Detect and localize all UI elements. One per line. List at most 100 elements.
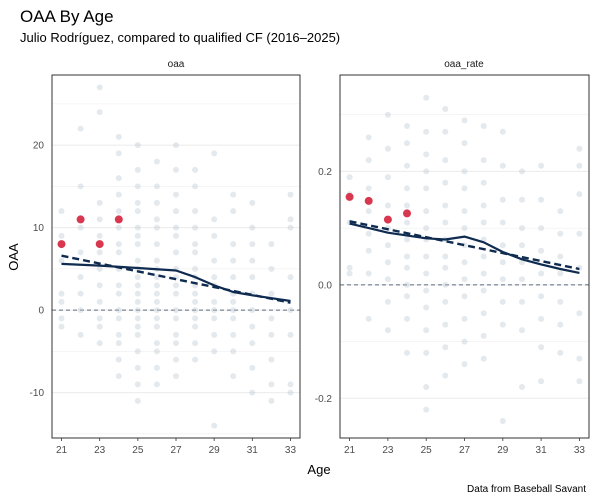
league-point (287, 389, 294, 396)
league-point (96, 232, 103, 239)
y-tick-label: 0 (38, 306, 44, 317)
league-point (173, 373, 179, 380)
league-point (153, 158, 160, 165)
league-point (442, 264, 449, 271)
x-tick-label: 27 (170, 445, 182, 456)
league-point (249, 199, 256, 206)
league-point (423, 270, 430, 277)
y-tick-label: 0.0 (318, 280, 332, 291)
league-point (173, 249, 179, 256)
league-point (461, 140, 468, 147)
league-point (404, 349, 410, 356)
league-point (461, 315, 468, 322)
league-point (153, 290, 160, 297)
chart-caption: Data from Baseball Savant (467, 484, 586, 495)
league-point (230, 298, 237, 305)
league-point (249, 340, 256, 347)
league-point (268, 381, 275, 388)
league-point (557, 253, 564, 260)
league-point (404, 123, 410, 129)
player-point (364, 196, 373, 205)
league-point (58, 323, 65, 330)
league-point (576, 191, 583, 198)
league-point (173, 224, 179, 231)
league-point (153, 241, 160, 248)
league-point (287, 331, 294, 338)
league-point (442, 372, 449, 379)
league-point (249, 389, 256, 396)
league-point (423, 225, 430, 232)
league-point (249, 241, 256, 248)
league-point (480, 202, 487, 209)
league-point (58, 298, 65, 305)
league-point (268, 397, 275, 404)
league-point (115, 290, 122, 297)
league-point (115, 340, 122, 347)
player-point (76, 215, 85, 224)
league-point (576, 310, 583, 317)
league-point (499, 162, 506, 169)
league-point (461, 338, 468, 345)
league-point (58, 208, 65, 215)
league-point (519, 384, 525, 390)
league-point (423, 253, 430, 260)
league-point (576, 162, 583, 169)
league-point (134, 298, 141, 305)
league-point (153, 381, 160, 388)
league-point (423, 287, 430, 294)
league-point (77, 274, 84, 281)
league-point (538, 270, 545, 277)
league-point (404, 281, 410, 288)
league-point (211, 232, 218, 239)
league-point (192, 340, 199, 347)
league-point (77, 125, 84, 132)
y-tick-label: 10 (33, 223, 45, 234)
league-point (557, 298, 564, 305)
league-point (153, 199, 160, 206)
league-point (461, 117, 468, 124)
league-point (404, 162, 410, 169)
smooth-trend-line (61, 262, 291, 303)
league-point (423, 406, 430, 413)
player-point (345, 192, 354, 201)
league-point (230, 315, 237, 322)
league-point (442, 179, 449, 186)
league-point (499, 259, 506, 266)
league-point (365, 230, 372, 237)
league-point (134, 397, 141, 404)
league-point (58, 257, 65, 264)
league-point (538, 247, 545, 254)
league-point (461, 185, 468, 192)
league-point (480, 310, 487, 317)
player-point (403, 209, 411, 218)
league-point (134, 364, 141, 371)
league-point (384, 174, 391, 181)
league-point (365, 208, 372, 215)
league-point (249, 257, 256, 264)
league-point (153, 183, 160, 190)
y-axis-title: OAA (6, 243, 21, 271)
league-point (173, 315, 179, 322)
league-point (192, 323, 199, 330)
league-point (442, 344, 449, 351)
league-point (404, 219, 410, 226)
league-point (230, 208, 237, 215)
league-point (499, 418, 506, 424)
league-point (404, 253, 410, 260)
linear-fit-line (61, 254, 291, 304)
league-point (268, 290, 275, 297)
league-point (461, 168, 468, 175)
league-point (134, 183, 141, 190)
league-point (538, 225, 545, 232)
league-point (461, 361, 468, 368)
x-tick-label: 25 (132, 445, 144, 456)
league-point (96, 109, 103, 116)
league-point (249, 274, 256, 281)
league-point (134, 208, 141, 215)
player-point (57, 240, 66, 249)
league-point (115, 356, 122, 363)
league-point (538, 196, 545, 203)
league-point (384, 298, 391, 305)
league-point (557, 208, 564, 215)
